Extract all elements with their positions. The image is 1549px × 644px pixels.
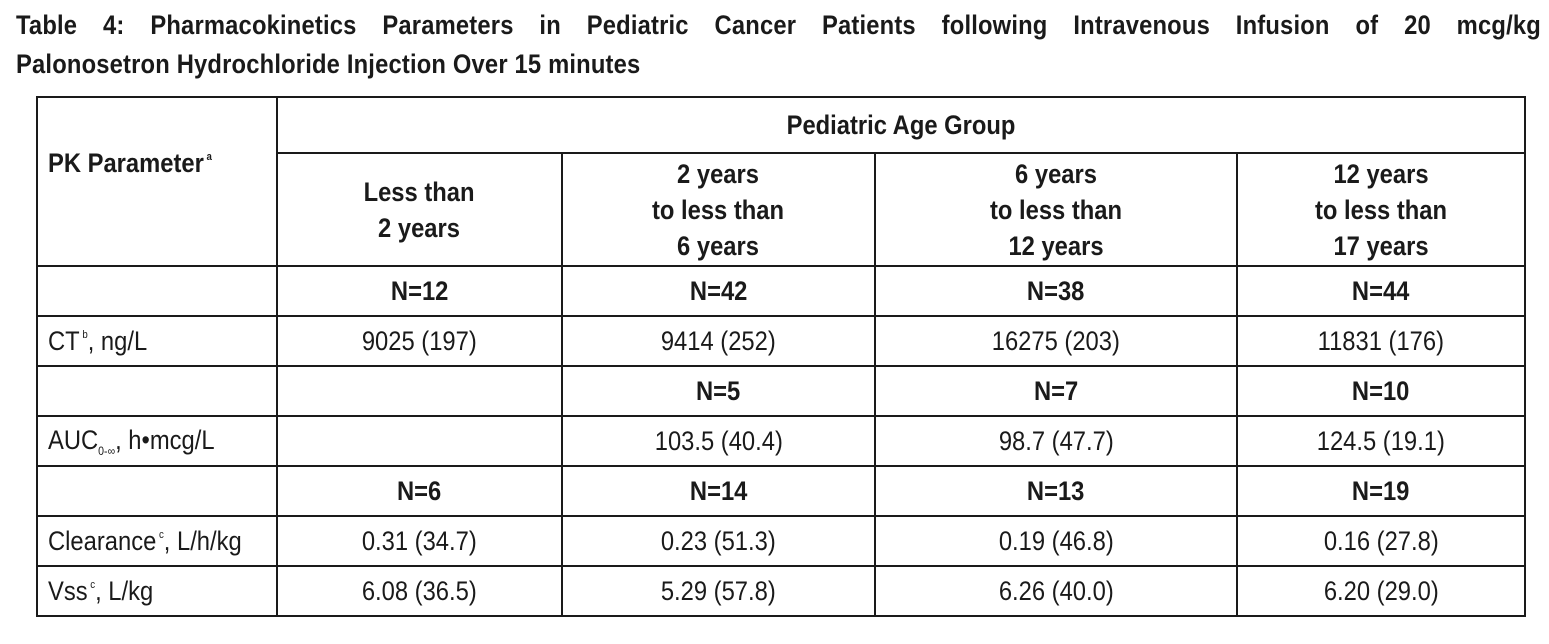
- caption-word: following: [941, 10, 1048, 40]
- table-row-auc: AUC0-∞, h•mcg/L 103.5 (40.4) 98.7 (47.7)…: [36, 415, 1527, 467]
- value-cell: 0.23 (51.3): [561, 515, 876, 567]
- footnote-marker: c: [90, 578, 96, 591]
- table-row-ct: CT b, ng/L 9025 (197) 9414 (252) 16275 (2…: [36, 315, 1527, 367]
- sample-size-cell: N=6: [276, 465, 563, 517]
- table-row-clearance: Clearance c, L/h/kg 0.31 (34.7) 0.23 (51.…: [36, 515, 1527, 567]
- param-name-cell: Vss c, L/kg: [36, 565, 278, 617]
- footnote-marker: a: [206, 151, 212, 163]
- footnote-marker: c: [158, 528, 164, 541]
- caption-word: Intravenous: [1073, 10, 1210, 40]
- sample-size-cell: N=7: [874, 365, 1238, 417]
- pk-parameter-header: PK Parameter a: [36, 96, 278, 267]
- value-cell: 124.5 (19.1): [1235, 415, 1527, 467]
- caption-word: mcg/kg: [1456, 10, 1541, 40]
- sample-size-cell: N=44: [1235, 265, 1527, 317]
- empty-cell: [36, 365, 278, 417]
- pk-parameter-label: PK Parameter: [48, 148, 204, 178]
- value-cell: [276, 415, 563, 467]
- empty-cell: [36, 265, 278, 317]
- caption-word: Pediatric: [586, 10, 689, 40]
- param-name-cell: CT b, ng/L: [36, 315, 278, 367]
- age-group-col-2: 2 years to less than 6 years: [561, 152, 876, 267]
- footnote-marker: b: [82, 328, 88, 341]
- value-cell: 0.19 (46.8): [874, 515, 1238, 567]
- value-cell: 6.26 (40.0): [874, 565, 1238, 617]
- caption-word: Cancer: [714, 10, 797, 40]
- value-cell: 98.7 (47.7): [874, 415, 1238, 467]
- sample-size-row: N=5 N=7 N=10: [36, 365, 1527, 417]
- sample-size-cell: N=42: [561, 265, 876, 317]
- sample-size-cell: N=13: [874, 465, 1238, 517]
- caption-word: Pharmacokinetics: [150, 10, 357, 40]
- caption-word: in: [539, 10, 561, 40]
- caption-line-1: Table 4: Pharmacokinetics Parameters in …: [16, 6, 1541, 45]
- value-cell: 9414 (252): [561, 315, 876, 367]
- value-cell: 9025 (197): [276, 315, 563, 367]
- sample-size-cell: N=14: [561, 465, 876, 517]
- value-cell: 5.29 (57.8): [561, 565, 876, 617]
- sample-size-cell: N=5: [561, 365, 876, 417]
- param-name-cell: AUC0-∞, h•mcg/L: [36, 415, 278, 467]
- table-caption: Table 4: Pharmacokinetics Parameters in …: [16, 6, 1541, 84]
- value-cell: 103.5 (40.4): [561, 415, 876, 467]
- value-cell: 0.31 (34.7): [276, 515, 563, 567]
- subscript-marker: 0-∞: [98, 443, 116, 458]
- age-group-col-1: Less than 2 years: [276, 152, 563, 267]
- caption-word: Patients: [821, 10, 916, 40]
- pk-parameters-table: PK Parameter a Pediatric Age Group Less t…: [36, 96, 1527, 617]
- age-group-col-4: 12 years to less than 17 years: [1235, 152, 1527, 267]
- sample-size-cell: N=12: [276, 265, 563, 317]
- sample-size-cell: [276, 365, 563, 417]
- age-group-header: Pediatric Age Group: [275, 96, 1527, 154]
- param-name-cell: Clearance c, L/h/kg: [36, 515, 278, 567]
- caption-word: Parameters: [382, 10, 514, 40]
- value-cell: 6.20 (29.0): [1235, 565, 1527, 617]
- age-group-col-3: 6 years to less than 12 years: [874, 152, 1238, 267]
- sample-size-cell: N=38: [874, 265, 1238, 317]
- sample-size-row: N=6 N=14 N=13 N=19: [36, 465, 1527, 517]
- caption-word: 20: [1404, 10, 1431, 40]
- caption-word: of: [1355, 10, 1379, 40]
- sample-size-cell: N=10: [1235, 365, 1527, 417]
- sample-size-cell: N=19: [1235, 465, 1527, 517]
- caption-line-2: Palonosetron Hydrochloride Injection Ove…: [16, 49, 641, 79]
- caption-word: Table: [16, 10, 78, 40]
- table-row-vss: Vss c, L/kg 6.08 (36.5) 5.29 (57.8) 6.26 …: [36, 565, 1527, 617]
- empty-cell: [36, 465, 278, 517]
- value-cell: 11831 (176): [1235, 315, 1527, 367]
- value-cell: 6.08 (36.5): [276, 565, 563, 617]
- caption-word: 4:: [103, 10, 125, 40]
- value-cell: 0.16 (27.8): [1235, 515, 1527, 567]
- sample-size-row: N=12 N=42 N=38 N=44: [36, 265, 1527, 317]
- value-cell: 16275 (203): [874, 315, 1238, 367]
- caption-word: Infusion: [1235, 10, 1330, 40]
